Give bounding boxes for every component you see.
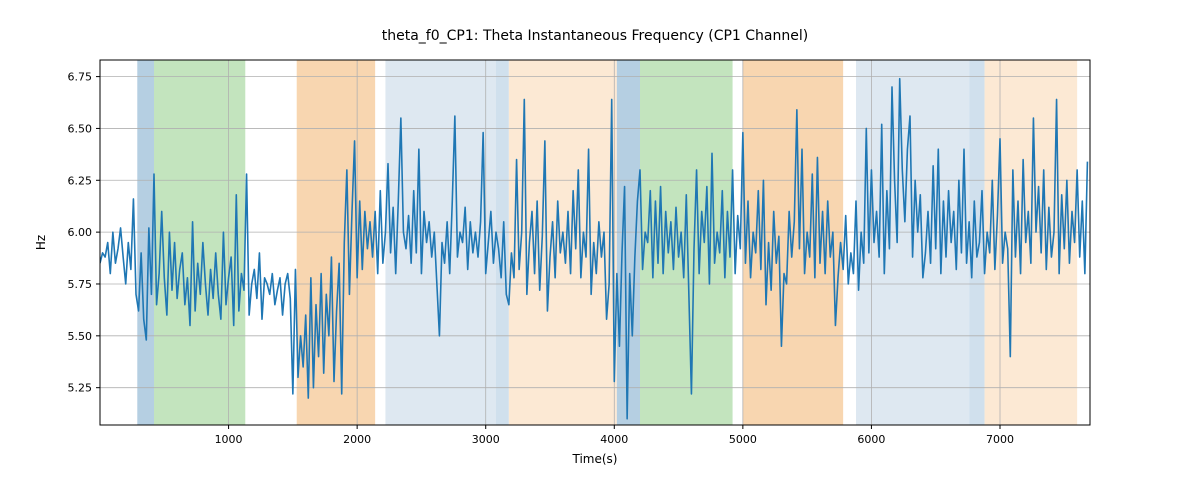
xtick-label: 2000 <box>343 433 371 446</box>
ytick-label: 5.50 <box>68 330 93 343</box>
ytick-label: 5.75 <box>68 278 93 291</box>
ytick-label: 5.25 <box>68 382 93 395</box>
chart-svg: 1000 2000 3000 4000 5000 6000 7000 5.25 5.50 5.75… <box>0 0 1200 500</box>
ytick-label: 6.50 <box>68 122 93 135</box>
xtick-label: 5000 <box>729 433 757 446</box>
xtick-label: 1000 <box>215 433 243 446</box>
xtick-label: 4000 <box>600 433 628 446</box>
y-axis-label: Hz <box>34 235 48 250</box>
ytick-label: 6.00 <box>68 226 93 239</box>
ytick-label: 6.25 <box>68 174 93 187</box>
chart-title: theta_f0_CP1: Theta Instantaneous Freque… <box>382 28 808 44</box>
ytick-label: 6.75 <box>68 71 93 84</box>
x-axis-label: Time(s) <box>572 452 618 466</box>
xtick-label: 7000 <box>986 433 1014 446</box>
highlight-band <box>137 60 154 425</box>
chart-container: 1000 2000 3000 4000 5000 6000 7000 5.25 5.50 5.75… <box>0 0 1200 500</box>
xtick-label: 6000 <box>857 433 885 446</box>
highlight-band <box>154 60 245 425</box>
xtick-label: 3000 <box>472 433 500 446</box>
